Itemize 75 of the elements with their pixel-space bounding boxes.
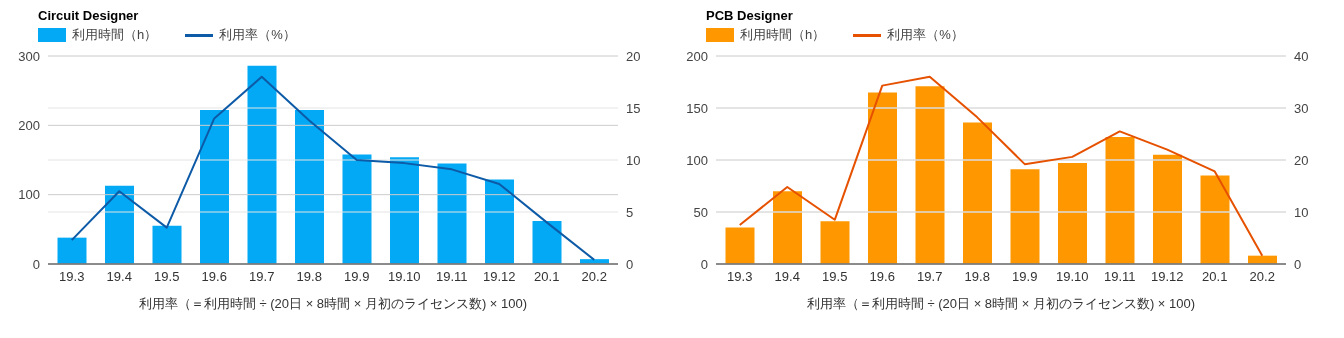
x-tick-label: 19.10 (387, 269, 421, 285)
bar (342, 154, 372, 264)
x-axis-title: 利用率（＝利用時間 ÷ (20日 × 8時間 × 月初のライセンス数) × 100) (806, 296, 1196, 311)
x-tick-label: 20.1 (534, 269, 560, 285)
bar (820, 221, 850, 264)
legend-label: 利用時間（h） (740, 26, 826, 44)
bar (200, 110, 229, 264)
x-tick-label: 19.8 (296, 269, 322, 285)
x-tick-label: 19.8 (964, 269, 990, 285)
line-series (738, 75, 1264, 257)
x-tick-label: 19.9 (1012, 269, 1038, 285)
y-tick-label: 50 (693, 204, 708, 220)
x-tick-label: 19.3 (59, 269, 85, 285)
x-tick-label: 19.10 (1055, 269, 1089, 285)
bar (1200, 175, 1230, 264)
bar (485, 179, 514, 264)
y2-tick-label: 20 (626, 48, 641, 64)
bar (1105, 137, 1135, 264)
bar (105, 185, 134, 264)
chart-title: Circuit Designer (38, 8, 140, 25)
x-tick-label: 19.3 (727, 269, 753, 285)
chart-title: PCB Designer (706, 8, 794, 25)
bar (532, 221, 562, 264)
y2-tick-label: 10 (1294, 204, 1309, 220)
x-tick-label: 19.11 (435, 269, 468, 285)
legend-label: 利用率（%） (219, 26, 296, 44)
bar (915, 86, 945, 264)
legend-label: 利用率（%） (887, 26, 964, 44)
bar (868, 92, 897, 264)
y-tick-label: 100 (686, 152, 708, 168)
x-tick-label: 19.5 (154, 269, 180, 285)
bar (295, 110, 324, 264)
y2-tick-label: 30 (1294, 100, 1309, 116)
x-tick-label: 20.2 (1249, 269, 1275, 285)
x-tick-label: 19.6 (869, 269, 895, 285)
y2-tick-label: 5 (626, 204, 634, 220)
x-axis-title: 利用率（＝利用時間 ÷ (20日 × 8時間 × 月初のライセンス数) × 100) (138, 296, 528, 311)
bar (1153, 154, 1182, 264)
bar (247, 65, 277, 264)
y-tick-label: 100 (18, 187, 40, 203)
y-tick-label: 0 (32, 256, 40, 272)
x-tick-label: 20.2 (581, 269, 607, 285)
bar (1058, 163, 1087, 264)
line-series (70, 75, 596, 261)
bar (725, 227, 755, 264)
y2-tick-label: 15 (626, 100, 641, 116)
y-tick-label: 200 (686, 48, 708, 64)
y-tick-label: 200 (18, 117, 40, 133)
x-tick-label: 19.4 (106, 269, 132, 285)
bar (773, 191, 802, 264)
bar (57, 237, 87, 264)
y2-tick-label: 0 (626, 256, 634, 272)
bar (152, 225, 182, 264)
x-tick-label: 19.5 (822, 269, 848, 285)
bar (963, 122, 992, 264)
x-tick-label: 19.6 (201, 269, 227, 285)
y2-tick-label: 10 (626, 152, 641, 168)
x-tick-label: 19.12 (482, 269, 516, 285)
x-tick-label: 19.7 (249, 269, 275, 285)
x-tick-label: 19.12 (1150, 269, 1184, 285)
bar (1010, 169, 1040, 264)
y-tick-label: 300 (18, 48, 40, 64)
y2-tick-label: 40 (1294, 48, 1309, 64)
x-tick-label: 20.1 (1202, 269, 1228, 285)
x-tick-label: 19.11 (1103, 269, 1136, 285)
bar (390, 157, 419, 264)
x-tick-label: 19.9 (344, 269, 370, 285)
legend-label: 利用時間（h） (72, 26, 158, 44)
y2-tick-label: 20 (1294, 152, 1309, 168)
x-tick-label: 19.7 (917, 269, 943, 285)
bar (437, 163, 467, 264)
y2-tick-label: 0 (1294, 256, 1302, 272)
y-tick-label: 150 (686, 100, 708, 116)
y-tick-label: 0 (700, 256, 708, 272)
x-tick-label: 19.4 (774, 269, 800, 285)
